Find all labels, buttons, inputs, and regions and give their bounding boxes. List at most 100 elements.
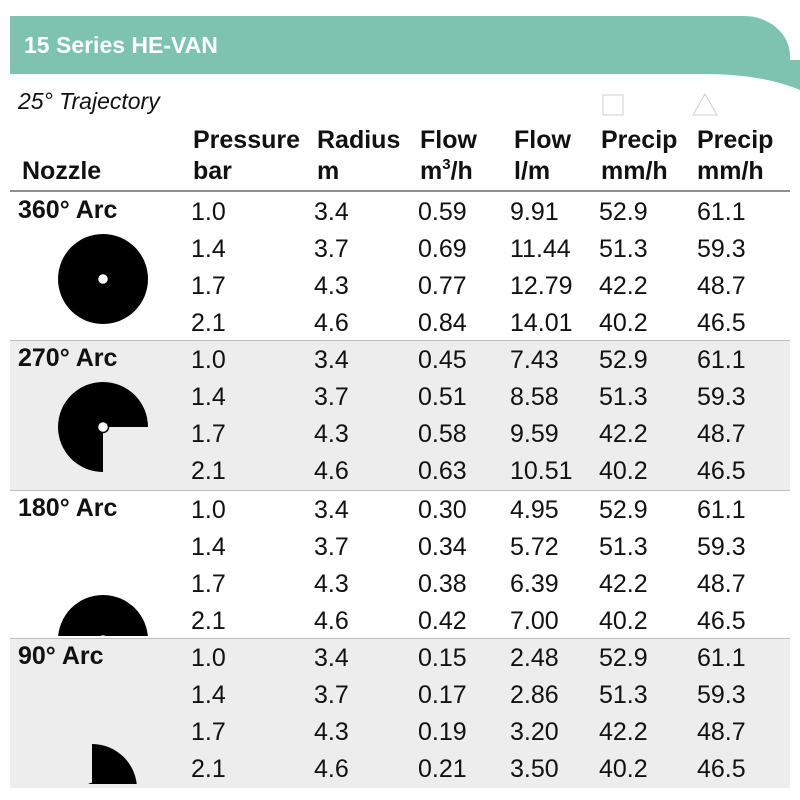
table-cell: 0.21 (418, 755, 467, 783)
table-cell: 48.7 (697, 570, 746, 598)
table-cell: 10.51 (510, 457, 573, 485)
arc-label: 360° Arc (18, 196, 118, 224)
table-cell: 4.3 (314, 718, 349, 746)
trajectory-label: 25° Trajectory (18, 88, 160, 114)
table-cell: 40.2 (599, 457, 648, 485)
column-header-radius: Radius m (317, 125, 400, 187)
arc-label: 180° Arc (18, 494, 118, 522)
column-header-unit: m3/h (420, 156, 477, 187)
column-header-label: Precip (697, 126, 774, 154)
quarter-circle-icon (88, 744, 137, 784)
table-cell: 52.9 (599, 644, 648, 672)
table-cell: 2.48 (510, 644, 559, 672)
column-header-flow-m3h: Flow m3/h (420, 125, 477, 187)
table-cell: 0.63 (418, 457, 467, 485)
table-cell: 11.44 (510, 235, 571, 263)
column-header-label: Nozzle (22, 157, 102, 185)
column-header-label: Flow (514, 126, 571, 154)
table-cell: 4.3 (314, 570, 349, 598)
table-cell: 52.9 (599, 346, 648, 374)
square-icon (602, 94, 624, 116)
three-quarter-circle-icon (58, 382, 148, 472)
table-cell: 51.3 (599, 235, 648, 263)
triangle-icon (692, 93, 718, 116)
table-cell: 3.7 (314, 533, 349, 561)
table-cell: 48.7 (697, 718, 746, 746)
table-cell: 4.6 (314, 607, 349, 635)
table-cell: 42.2 (599, 272, 648, 300)
column-header-unit: mm/h (601, 157, 668, 185)
column-header-nozzle: Nozzle (22, 156, 101, 187)
table-cell: 4.6 (314, 457, 349, 485)
table-cell: 40.2 (599, 309, 648, 337)
column-header-label: Flow (420, 126, 477, 154)
table-cell: 6.39 (510, 570, 559, 598)
table-cell: 4.95 (510, 496, 559, 524)
half-circle-icon (58, 595, 148, 636)
table-cell: 0.34 (418, 533, 467, 561)
unit-superscript: 3 (442, 156, 451, 173)
table-cell: 59.3 (697, 235, 746, 263)
table-cell: 0.17 (418, 681, 467, 709)
table-cell: 40.2 (599, 755, 648, 783)
table-cell: 9.91 (510, 198, 559, 226)
table-cell: 1.0 (191, 644, 226, 672)
table-cell: 3.7 (314, 235, 349, 263)
unit-base: m (420, 157, 443, 185)
table-cell: 2.86 (510, 681, 559, 709)
table-cell: 1.4 (191, 235, 226, 263)
column-header-flow-lm: Flow l/m (514, 125, 571, 187)
nozzle-group-270: 270° Arc 1.0 3.4 0.45 7.43 52.9 61.1 1.4 3.7 0.5… (10, 340, 790, 490)
column-header-label: Radius (317, 126, 401, 154)
arc-label: 90° Arc (18, 642, 104, 670)
table-cell: 1.7 (191, 718, 226, 746)
table-cell: 2.1 (191, 309, 226, 337)
table-cell: 1.7 (191, 272, 226, 300)
nozzle-group-360: 360° Arc 1.0 3.4 0.59 9.91 52.9 61.1 1.4 3.7 0.6… (10, 192, 790, 342)
table-cell: 9.59 (510, 420, 559, 448)
table-cell: 0.84 (418, 309, 467, 337)
table-cell: 0.58 (418, 420, 467, 448)
table-cell: 51.3 (599, 681, 648, 709)
table-cell: 7.00 (510, 607, 559, 635)
group-divider (10, 340, 790, 341)
table-cell: 0.59 (418, 198, 467, 226)
table-cell: 0.45 (418, 346, 467, 374)
column-header-unit: l/m (514, 157, 551, 185)
table-cell: 3.7 (314, 681, 349, 709)
table-cell: 52.9 (599, 496, 648, 524)
table-cell: 4.3 (314, 272, 349, 300)
arc-label: 270° Arc (18, 344, 118, 372)
page-title: 15 Series HE-VAN (24, 32, 218, 58)
column-header-precip-square: Precip mm/h (601, 125, 677, 187)
group-divider (10, 638, 790, 639)
table-cell: 0.38 (418, 570, 467, 598)
group-divider (10, 490, 790, 491)
table-cell: 48.7 (697, 272, 746, 300)
column-header-precip-triangle: Precip mm/h (697, 125, 773, 187)
table-cell: 48.7 (697, 420, 746, 448)
table-cell: 4.6 (314, 755, 349, 783)
column-header-unit: m (317, 157, 340, 185)
table-cell: 42.2 (599, 718, 648, 746)
table-cell: 8.58 (510, 383, 559, 411)
column-header-pressure: Pressure bar (193, 125, 300, 187)
table-cell: 3.4 (314, 346, 349, 374)
table-cell: 61.1 (697, 644, 746, 672)
table-cell: 42.2 (599, 570, 648, 598)
table-cell: 1.7 (191, 420, 226, 448)
table-cell: 51.3 (599, 383, 648, 411)
table-cell: 61.1 (697, 198, 746, 226)
table-cell: 7.43 (510, 346, 559, 374)
table-cell: 0.15 (418, 644, 467, 672)
nozzle-group-180: 180° Arc 1.0 3.4 0.30 4.95 52.9 61.1 1.4 3.7 0.3… (10, 490, 790, 640)
header-divider (10, 190, 790, 192)
table-cell: 4.3 (314, 420, 349, 448)
table-cell: 61.1 (697, 346, 746, 374)
column-header-unit: bar (193, 157, 232, 185)
column-header-unit: mm/h (697, 157, 764, 185)
full-circle-icon (58, 234, 148, 324)
table-cell: 3.4 (314, 496, 349, 524)
table-cell: 59.3 (697, 383, 746, 411)
table-cell: 1.0 (191, 198, 226, 226)
